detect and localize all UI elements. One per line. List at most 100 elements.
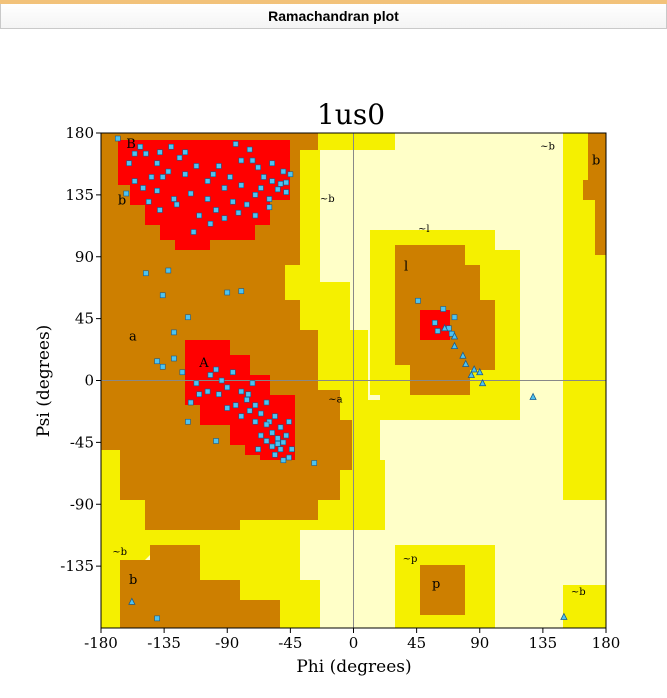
y-tick-label: 45 (75, 310, 94, 328)
data-point-square (115, 135, 121, 142)
data-point-square (148, 174, 155, 180)
data-point-square (238, 288, 245, 294)
data-point-square (171, 355, 177, 362)
data-point-square (187, 190, 194, 197)
data-point-triangle (529, 392, 537, 400)
data-point-square (288, 446, 295, 453)
data-point-square (154, 160, 160, 167)
data-point-square (287, 171, 294, 178)
region-label: A (198, 356, 209, 371)
data-point-square (182, 171, 188, 178)
data-point-square (246, 146, 253, 153)
region-labels: Bb ~b a A ~a ~l l ~b b ~b b ~p p ~b (112, 137, 600, 598)
data-point-square (213, 366, 219, 373)
region-core-beta (118, 140, 290, 250)
region-label: ~l (418, 224, 430, 235)
data-point-square (159, 363, 166, 370)
data-point-square (221, 185, 228, 191)
data-point-square (235, 209, 242, 216)
data-point-square (187, 399, 194, 406)
data-point-square (249, 380, 256, 387)
data-point-square (245, 391, 252, 398)
data-point-square (311, 460, 318, 466)
region-label: B (126, 137, 136, 152)
data-point-square (165, 267, 172, 274)
region-label: b (592, 154, 600, 169)
x-tick-label: -90 (215, 634, 239, 652)
x-axis-label: Phi (degrees) (296, 657, 411, 677)
x-tick-label: -135 (147, 634, 181, 652)
data-point-square (213, 207, 219, 213)
chart-title: 1us0 (317, 98, 385, 131)
region-label: ~b (112, 547, 127, 558)
data-point-square (185, 418, 191, 425)
data-point-square (238, 182, 245, 189)
zero-lines (101, 133, 606, 628)
data-point-square (258, 185, 264, 191)
data-point-square (230, 369, 236, 376)
data-point-square (266, 204, 273, 211)
data-point-square (159, 292, 166, 299)
data-point-square (277, 424, 284, 431)
data-point-square (193, 380, 200, 387)
y-axis-label: Psi (degrees) (34, 325, 54, 438)
data-point-square (244, 396, 250, 403)
data-point-square (157, 207, 163, 213)
y-tick-label: -135 (60, 557, 94, 575)
data-point-square (159, 174, 166, 180)
data-point-square (252, 192, 259, 198)
y-tick-label: 90 (75, 248, 94, 266)
data-point-square (246, 407, 253, 414)
data-point-triangle (459, 351, 467, 359)
panel-header: Ramachandran plot (0, 4, 667, 29)
data-point-square (244, 201, 250, 208)
data-point-square (269, 443, 275, 450)
data-point-square (145, 198, 152, 205)
data-point-square (179, 369, 186, 376)
data-point-square (255, 446, 261, 453)
data-point-square (157, 149, 163, 156)
data-point-triangle (441, 323, 449, 332)
data-point-square (182, 149, 188, 156)
x-tick-label: 180 (592, 634, 621, 652)
data-point-square (185, 314, 191, 321)
data-point-square (272, 413, 278, 420)
data-point-square (216, 391, 222, 398)
region-core-alpha (185, 340, 295, 460)
data-point-square (204, 196, 211, 202)
data-point-square (272, 451, 278, 458)
x-tick-label: -180 (84, 634, 118, 652)
data-point-triangle (128, 597, 136, 605)
data-point-square (280, 168, 287, 175)
data-point-square (143, 150, 149, 157)
data-point-square (263, 421, 270, 428)
data-point-square (193, 163, 200, 169)
region-allowed-right (583, 133, 606, 255)
data-point-square (168, 143, 174, 150)
region-allowed-bottom (120, 545, 280, 628)
region-allowed-p (420, 565, 465, 615)
x-tick-label: 135 (529, 634, 558, 652)
region-generous-right-bottom (563, 585, 606, 628)
y-tick-label: 135 (65, 186, 94, 204)
data-point-square (190, 229, 197, 235)
data-point-square (232, 141, 239, 147)
data-point-square (432, 319, 438, 326)
data-points (115, 135, 568, 622)
data-point-square (207, 220, 214, 227)
data-point-square (252, 212, 259, 219)
data-point-square (260, 174, 267, 180)
data-point-square (210, 171, 217, 178)
data-point-square (126, 160, 132, 167)
data-point-square (131, 178, 138, 184)
data-point-square (274, 186, 281, 193)
data-point-square (216, 163, 222, 169)
data-point-square (434, 328, 441, 334)
data-point-square (252, 402, 259, 409)
data-point-square (258, 410, 264, 417)
data-point-square (286, 454, 292, 461)
data-point-square (258, 432, 264, 439)
region-label: b (118, 194, 126, 209)
region-label: ~b (571, 587, 586, 598)
data-point-square (277, 181, 284, 187)
